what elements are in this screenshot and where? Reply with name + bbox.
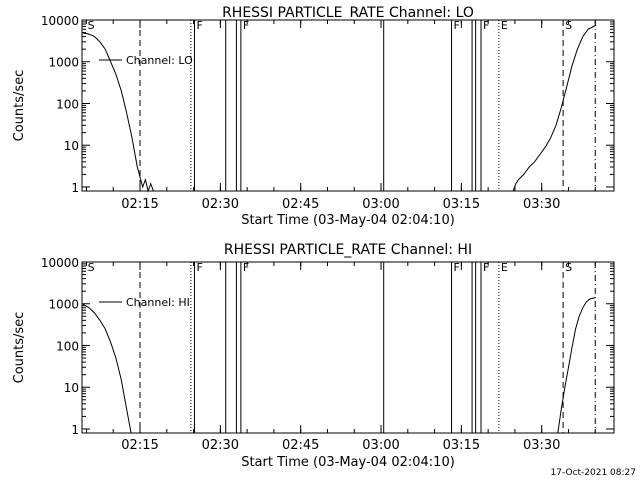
panel2-ytick-label: 100 <box>56 339 79 353</box>
panel2-event-marker-label: E <box>501 261 508 274</box>
panel2-xlabel: Start Time (03-May-04 02:04:10) <box>241 455 455 470</box>
panel1-xtick-label: 02:45 <box>282 197 319 212</box>
panel1-event-marker-label: F <box>196 19 202 32</box>
panel2-series-line-2 <box>557 297 596 434</box>
panel2-event-marker-label: F <box>454 261 460 274</box>
panel2-event-marker-label: F <box>243 261 249 274</box>
panel2-xtick-label: 02:15 <box>121 438 158 453</box>
panel2-ytick-label: 1 <box>71 423 79 437</box>
panel2-series-line-1 <box>81 303 132 434</box>
panel1-ytick-label: 100 <box>56 97 79 111</box>
panel2-xtick-label: 03:30 <box>523 438 560 453</box>
panel1-event-marker-label: E <box>501 19 508 32</box>
panel2-xtick-label: 02:30 <box>202 438 239 453</box>
panel1-event-marker-label: F <box>483 19 489 32</box>
panel2-xtick-label: 03:15 <box>443 438 480 453</box>
panel2-legend-label: Channel: HI <box>126 296 190 309</box>
panel2-ytick-label: 1000 <box>48 298 79 312</box>
panel1-series-line-2 <box>512 24 597 192</box>
panel1-xlabel: Start Time (03-May-04 02:04:10) <box>241 213 455 228</box>
panel2-event-marker-label: F <box>483 261 489 274</box>
panel1-xtick-label: 03:15 <box>443 197 480 212</box>
panel1-event-marker-label: F <box>454 19 460 32</box>
panel1-xtick-label: 02:15 <box>121 197 158 212</box>
panel2-ylabel: Counts/sec <box>12 312 27 384</box>
panel2-frame <box>81 261 615 434</box>
panel1-ylabel: Counts/sec <box>12 70 27 142</box>
panel1-ytick-label: 1000 <box>48 56 79 70</box>
panel2-event-marker-label: S <box>565 261 572 274</box>
panel1-legend-label: Channel: LO <box>126 54 193 67</box>
panel1-frame <box>81 19 615 192</box>
panel1-title: RHESSI PARTICLE_RATE Channel: LO <box>222 5 474 21</box>
panel1-xtick-label: 02:30 <box>202 197 239 212</box>
panel2-ytick-label: 10 <box>64 381 79 395</box>
panel2-event-marker-label: F <box>196 261 202 274</box>
panel2-ytick-label: 10000 <box>41 256 79 270</box>
panel2-xtick-label: 02:45 <box>282 438 319 453</box>
panel1-event-marker-label: F <box>243 19 249 32</box>
panel1-ytick-label: 10 <box>64 139 79 153</box>
panel2-title: RHESSI PARTICLE_RATE Channel: HI <box>224 242 472 258</box>
panel1-event-marker-label: S <box>88 19 95 32</box>
panel1-event-marker-label: S <box>565 19 572 32</box>
panel2-xtick-label: 03:00 <box>362 438 399 453</box>
panel2-event-marker-label: S <box>88 261 95 274</box>
panel1-ytick-label: 10000 <box>41 14 79 28</box>
panel1-series-line-1 <box>81 32 154 193</box>
panel1-xtick-label: 03:00 <box>362 197 399 212</box>
footer-timestamp: 17-Oct-2021 08:27 <box>550 468 636 478</box>
panel1-ytick-label: 1 <box>71 181 79 195</box>
panel1-xtick-label: 03:30 <box>523 197 560 212</box>
